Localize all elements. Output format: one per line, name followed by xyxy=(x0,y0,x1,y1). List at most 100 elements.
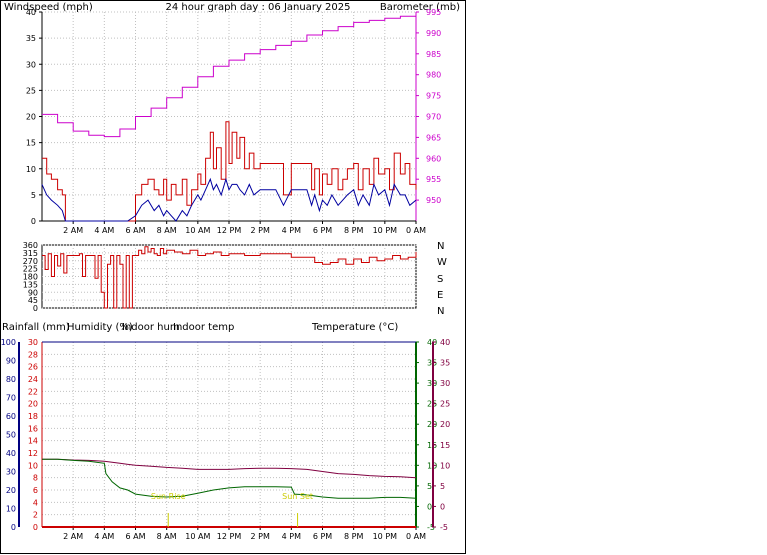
direction-axis-tick-label: 180 xyxy=(23,273,38,282)
bottom-time-axis-tick-label: 4 AM xyxy=(94,532,114,541)
direction-label-n-bottom: N xyxy=(437,306,444,317)
barometer-axis-tick-label: 985 xyxy=(426,50,441,59)
indoor-hum-legend: Indoor hum xyxy=(122,322,180,333)
wind-time-axis-tick-label: 12 PM xyxy=(217,226,242,235)
bottom-time-axis-tick-label: 6 AM xyxy=(125,532,145,541)
indoor-temp-axis-tick-label: 35 xyxy=(440,359,450,368)
barometer-axis-tick-label: 955 xyxy=(426,175,441,184)
rainfall-axis-tick-label: 22 xyxy=(28,387,38,396)
series-line-barometer-mb- xyxy=(42,14,417,138)
direction-axis-tick-label: 90 xyxy=(28,288,38,297)
indoor-temp-axis-tick-label: 40 xyxy=(440,338,450,347)
direction-axis-tick-label: 360 xyxy=(23,241,38,250)
direction-label-e: E xyxy=(437,290,443,301)
humidity-axis-title: Humidity (%) xyxy=(67,322,133,333)
rainfall-axis-tick-label: 20 xyxy=(28,400,38,409)
indoor-temp-axis-tick-label: 0 xyxy=(440,502,445,511)
rainfall-axis-tick-label: 2 xyxy=(33,511,38,520)
wind-time-axis-tick-label: 4 PM xyxy=(282,226,301,235)
humidity-axis-tick-label: 40 xyxy=(6,449,16,458)
wind-time-axis-tick-label: 8 AM xyxy=(157,226,177,235)
direction-label-s: S xyxy=(437,274,443,285)
series-line-gust xyxy=(41,177,417,222)
bottom-time-axis-tick-label: 0 AM xyxy=(406,532,426,541)
indoor-temp-axis-tick-label: 20 xyxy=(440,420,450,429)
humidity-axis-tick-label: 90 xyxy=(6,357,16,366)
wind-axis-tick-label: 35 xyxy=(26,34,36,43)
indoor-temp-axis-tick-label: -5 xyxy=(440,523,448,532)
bottom-time-axis-tick-label: 10 PM xyxy=(373,532,398,541)
rainfall-axis-tick-label: 10 xyxy=(28,461,38,470)
series-line-windspeed-mph- xyxy=(42,121,417,222)
humidity-axis-tick-label: 50 xyxy=(6,431,16,440)
temperature-axis-tick-label: 5 xyxy=(427,482,432,491)
bottom-time-axis-tick-label: 8 PM xyxy=(344,532,363,541)
humidity-axis-tick-label: 70 xyxy=(6,394,16,403)
humidity-axis-tick-label: 20 xyxy=(6,486,16,495)
barometer-axis-tick-label: 980 xyxy=(426,71,441,80)
sun-event-label: Sun Set xyxy=(282,492,313,501)
series-line-wind-direction xyxy=(42,246,417,309)
direction-label-n: N xyxy=(437,241,444,252)
barometer-axis-tick-label: 990 xyxy=(426,29,441,38)
humidity-axis-tick-label: 10 xyxy=(6,505,16,514)
wind-axis-tick-label: 0 xyxy=(31,217,36,226)
graph-title: 24 hour graph day : 06 January 2025 xyxy=(166,2,351,13)
direction-axis-tick-label: 0 xyxy=(33,304,38,313)
barometer-axis-tick-label: 970 xyxy=(426,113,441,122)
barometer-axis-tick-label: 960 xyxy=(426,154,441,163)
wind-time-axis-tick-label: 6 AM xyxy=(125,226,145,235)
indoor-temp-axis-tick-label: 5 xyxy=(440,482,445,491)
wind-barometer-panel: 0 5 10 15 20 25 30 35 40 950 955 960 965 970 975 980 985… xyxy=(26,8,441,235)
outer-frame xyxy=(0,0,466,554)
humidity-axis-tick-label: 60 xyxy=(6,412,16,421)
series-line-indoor-temp xyxy=(42,458,417,479)
barometer-axis-title: Barometer (mb) xyxy=(380,2,460,13)
rainfall-axis-tick-label: 26 xyxy=(28,363,38,372)
rainfall-axis-tick-label: 24 xyxy=(28,375,38,384)
rainfall-axis-tick-label: 14 xyxy=(28,437,38,446)
direction-axis-tick-label: 225 xyxy=(23,265,38,274)
wind-time-axis-tick-label: 2 PM xyxy=(250,226,269,235)
indoor-temp-axis-tick-label: 30 xyxy=(440,379,450,388)
bottom-time-axis-tick-label: 10 AM xyxy=(185,532,210,541)
humidity-axis-tick-label: 0 xyxy=(11,523,16,532)
indoor-temp-axis-tick-label: 15 xyxy=(440,441,450,450)
rainfall-axis-tick-label: 0 xyxy=(33,523,38,532)
wind-axis-tick-label: 20 xyxy=(26,113,36,122)
sun-event-label: Sun Rise xyxy=(151,492,186,501)
wind-axis-tick-label: 25 xyxy=(26,86,36,95)
wind-time-axis-tick-label: 0 AM xyxy=(406,226,426,235)
rainfall-axis-tick-label: 16 xyxy=(28,424,38,433)
wind-time-axis-tick-label: 6 PM xyxy=(313,226,332,235)
windspeed-axis-title: Windspeed (mph) xyxy=(4,2,93,13)
series-line-temperature-c- xyxy=(42,458,417,499)
temperature-axis-tick-label: 0 xyxy=(427,502,432,511)
barometer-axis-tick-label: 965 xyxy=(426,133,441,142)
indoor-temp-legend: Indoor temp xyxy=(173,322,234,333)
bottom-time-axis-tick-label: 2 AM xyxy=(63,532,83,541)
temperature-axis-title: Temperature (°C) xyxy=(311,322,398,333)
rainfall-axis-tick-label: 30 xyxy=(28,338,38,347)
bottom-time-axis-tick-label: 2 PM xyxy=(250,532,269,541)
bottom-time-axis-tick-label: 6 PM xyxy=(313,532,332,541)
direction-axis-tick-label: 45 xyxy=(28,296,38,305)
wind-time-axis-tick-label: 10 PM xyxy=(373,226,398,235)
rainfall-axis-tick-label: 8 xyxy=(33,474,38,483)
rainfall-axis-title: Rainfall (mm) xyxy=(2,322,70,333)
direction-axis-tick-label: 270 xyxy=(23,257,38,266)
rainfall-axis-tick-label: 18 xyxy=(28,412,38,421)
bottom-time-axis-tick-label: 12 PM xyxy=(217,532,242,541)
rainfall-axis-tick-label: 4 xyxy=(33,498,38,507)
direction-label-w: W xyxy=(437,257,447,268)
wind-axis-tick-label: 15 xyxy=(26,139,36,148)
rainfall-axis-tick-label: 28 xyxy=(28,350,38,359)
barometer-axis-tick-label: 995 xyxy=(426,8,441,17)
humidity-axis-tick-label: 100 xyxy=(1,338,16,347)
wind-axis-tick-label: 30 xyxy=(26,60,36,69)
wind-axis-tick-label: 40 xyxy=(26,8,36,17)
bottom-time-axis-tick-label: 4 PM xyxy=(282,532,301,541)
wind-time-axis-tick-label: 10 AM xyxy=(185,226,210,235)
